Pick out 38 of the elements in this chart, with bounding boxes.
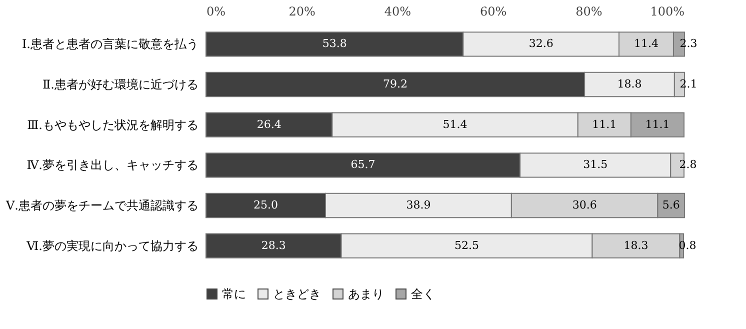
y-tick-label: Ⅴ.患者の夢をチームで共通認識する	[5, 198, 198, 212]
data-label: 5.6	[662, 198, 680, 212]
data-label: 28.3	[261, 238, 286, 252]
data-label: 51.4	[442, 118, 468, 131]
y-tick-label: Ⅰ.患者と患者の言葉に敬意を払う	[22, 37, 198, 52]
y-tick-label: Ⅵ.夢の実現に向かって協力する	[26, 238, 198, 253]
legend-label: 常に	[222, 287, 246, 301]
data-label: 52.5	[454, 238, 479, 252]
x-tick-label: 0%	[206, 4, 226, 18]
data-label: 2.8	[679, 158, 697, 172]
x-tick-label: 80%	[576, 4, 602, 18]
x-tick-label: 100%	[650, 4, 684, 18]
data-label: 38.9	[406, 198, 431, 212]
data-label: 30.6	[572, 198, 597, 212]
x-tick-label: 40%	[384, 4, 412, 18]
data-label: 2.1	[680, 78, 698, 91]
data-label: 65.7	[350, 158, 376, 172]
y-tick-label: Ⅳ.夢を引き出し、キャッチする	[26, 158, 198, 172]
data-label: 31.5	[583, 158, 608, 172]
data-label: 11.1	[645, 118, 670, 131]
data-label: 32.6	[528, 37, 554, 50]
data-label: 18.8	[617, 78, 642, 91]
data-label: 26.4	[256, 118, 282, 131]
y-tick-label: Ⅱ.患者が好む環境に近づける	[42, 78, 198, 92]
x-tick-label: 20%	[288, 4, 316, 18]
legend-label: 全く	[411, 287, 435, 301]
legend-label: ときどき	[273, 287, 321, 301]
data-label: 79.2	[383, 78, 408, 91]
data-label: 25.0	[254, 198, 278, 212]
data-label: 11.4	[634, 37, 658, 50]
data-label: 18.3	[624, 238, 648, 252]
data-label: 0.8	[678, 238, 696, 252]
x-tick-label: 60%	[480, 4, 507, 18]
data-label: 53.8	[322, 37, 347, 50]
y-tick-label: Ⅲ.もやもやした状況を解明する	[27, 118, 198, 132]
data-label: 11.1	[592, 118, 617, 131]
legend-label: あまり	[348, 287, 384, 301]
data-label: 2.3	[680, 37, 698, 50]
